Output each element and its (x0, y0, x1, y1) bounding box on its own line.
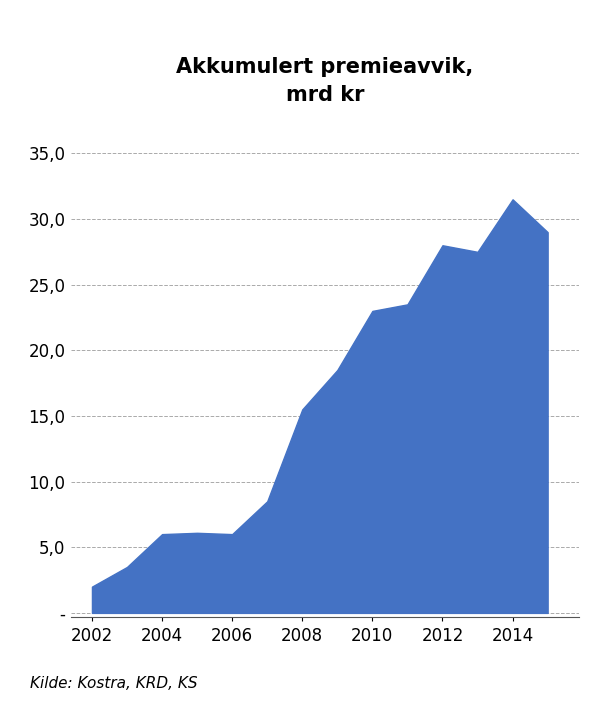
Text: Kilde: Kostra, KRD, KS: Kilde: Kostra, KRD, KS (30, 676, 197, 691)
Title: Akkumulert premieavvik,
mrd kr: Akkumulert premieavvik, mrd kr (177, 57, 473, 105)
